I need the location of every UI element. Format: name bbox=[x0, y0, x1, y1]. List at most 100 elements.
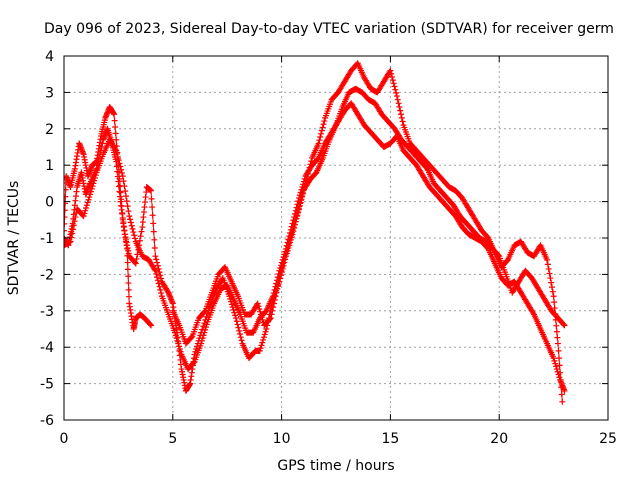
data-point bbox=[115, 178, 122, 185]
data-point bbox=[127, 219, 134, 226]
data-point bbox=[259, 339, 266, 346]
data-point bbox=[176, 343, 183, 350]
data-point bbox=[545, 265, 552, 272]
data-point bbox=[154, 262, 161, 269]
data-point bbox=[549, 288, 556, 295]
data-point bbox=[260, 334, 267, 341]
data-point bbox=[198, 340, 205, 347]
series-trace-b bbox=[64, 60, 566, 405]
data-point bbox=[114, 150, 121, 157]
data-point bbox=[399, 118, 406, 125]
data-point bbox=[393, 89, 400, 96]
data-point bbox=[283, 248, 290, 255]
data-point bbox=[297, 197, 304, 204]
data-point bbox=[80, 213, 87, 220]
data-point bbox=[495, 252, 502, 259]
data-point bbox=[151, 266, 158, 273]
data-point bbox=[281, 254, 288, 261]
data-point bbox=[156, 269, 163, 276]
x-axis: 0 5 10 15 20 25 bbox=[60, 56, 617, 447]
data-point bbox=[91, 177, 98, 184]
data-point bbox=[286, 237, 293, 244]
data-point bbox=[151, 245, 158, 252]
data-point bbox=[154, 259, 161, 266]
data-point bbox=[285, 240, 292, 247]
data-point bbox=[118, 166, 125, 173]
y-tick-label: -5 bbox=[40, 377, 54, 393]
data-point bbox=[316, 137, 323, 144]
data-point bbox=[262, 328, 269, 335]
data-point bbox=[139, 219, 146, 226]
data-point bbox=[149, 204, 156, 211]
series-line bbox=[64, 62, 563, 402]
data-point bbox=[290, 224, 297, 231]
y-axis-label: SDTVAR / TECUs bbox=[6, 181, 22, 296]
data-point bbox=[261, 331, 268, 338]
y-tick-label: 1 bbox=[45, 158, 54, 174]
data-point bbox=[198, 337, 205, 344]
data-point bbox=[274, 285, 281, 292]
data-point bbox=[64, 193, 69, 200]
data-point bbox=[152, 267, 159, 274]
data-point bbox=[254, 300, 261, 307]
data-point bbox=[295, 206, 302, 213]
data-point bbox=[158, 275, 165, 282]
data-point bbox=[393, 93, 400, 100]
data-point bbox=[202, 324, 209, 331]
data-point bbox=[200, 323, 207, 330]
y-axis: -6 -5 -4 -3 -2 -1 0 1 2 3 4 bbox=[40, 49, 608, 429]
data-point bbox=[72, 214, 79, 221]
data-point bbox=[394, 96, 401, 103]
data-point bbox=[112, 123, 119, 130]
data-point bbox=[388, 70, 395, 77]
x-tick-label: 15 bbox=[381, 431, 399, 447]
y-tick-label: 3 bbox=[45, 85, 54, 101]
data-point bbox=[115, 157, 122, 164]
data-point bbox=[230, 306, 237, 313]
data-point bbox=[320, 121, 327, 128]
data-point bbox=[114, 154, 121, 161]
data-point bbox=[123, 198, 130, 205]
data-point bbox=[561, 322, 568, 329]
data-point bbox=[199, 335, 206, 342]
data-point bbox=[174, 337, 181, 344]
data-point bbox=[121, 183, 128, 190]
data-point bbox=[300, 178, 307, 185]
data-point bbox=[257, 345, 264, 352]
data-point bbox=[555, 347, 562, 354]
data-point bbox=[111, 117, 118, 124]
data-point bbox=[117, 163, 124, 170]
data-point bbox=[143, 189, 150, 196]
data-point bbox=[298, 194, 305, 201]
data-point bbox=[130, 229, 137, 236]
data-point bbox=[131, 235, 138, 242]
data-point bbox=[269, 307, 276, 314]
data-point bbox=[125, 280, 132, 287]
data-point bbox=[88, 185, 95, 192]
data-point bbox=[85, 196, 92, 203]
data-point bbox=[234, 321, 241, 328]
data-point bbox=[270, 304, 277, 311]
data-point bbox=[530, 310, 537, 317]
data-point bbox=[64, 207, 68, 214]
data-point bbox=[150, 228, 157, 235]
data-point bbox=[177, 348, 184, 355]
data-point bbox=[153, 256, 160, 263]
data-point bbox=[125, 208, 132, 215]
data-point bbox=[115, 183, 122, 190]
data-point bbox=[127, 216, 134, 223]
data-point bbox=[236, 327, 243, 334]
data-point bbox=[321, 118, 328, 125]
data-point bbox=[547, 275, 554, 282]
data-point bbox=[203, 321, 210, 328]
data-point bbox=[318, 130, 325, 137]
data-point bbox=[119, 173, 126, 180]
data-point bbox=[137, 233, 144, 240]
data-point bbox=[87, 191, 94, 198]
data-point bbox=[154, 274, 161, 281]
data-point bbox=[83, 204, 90, 211]
data-point bbox=[125, 273, 132, 280]
data-point bbox=[124, 203, 131, 210]
data-point bbox=[231, 309, 238, 316]
